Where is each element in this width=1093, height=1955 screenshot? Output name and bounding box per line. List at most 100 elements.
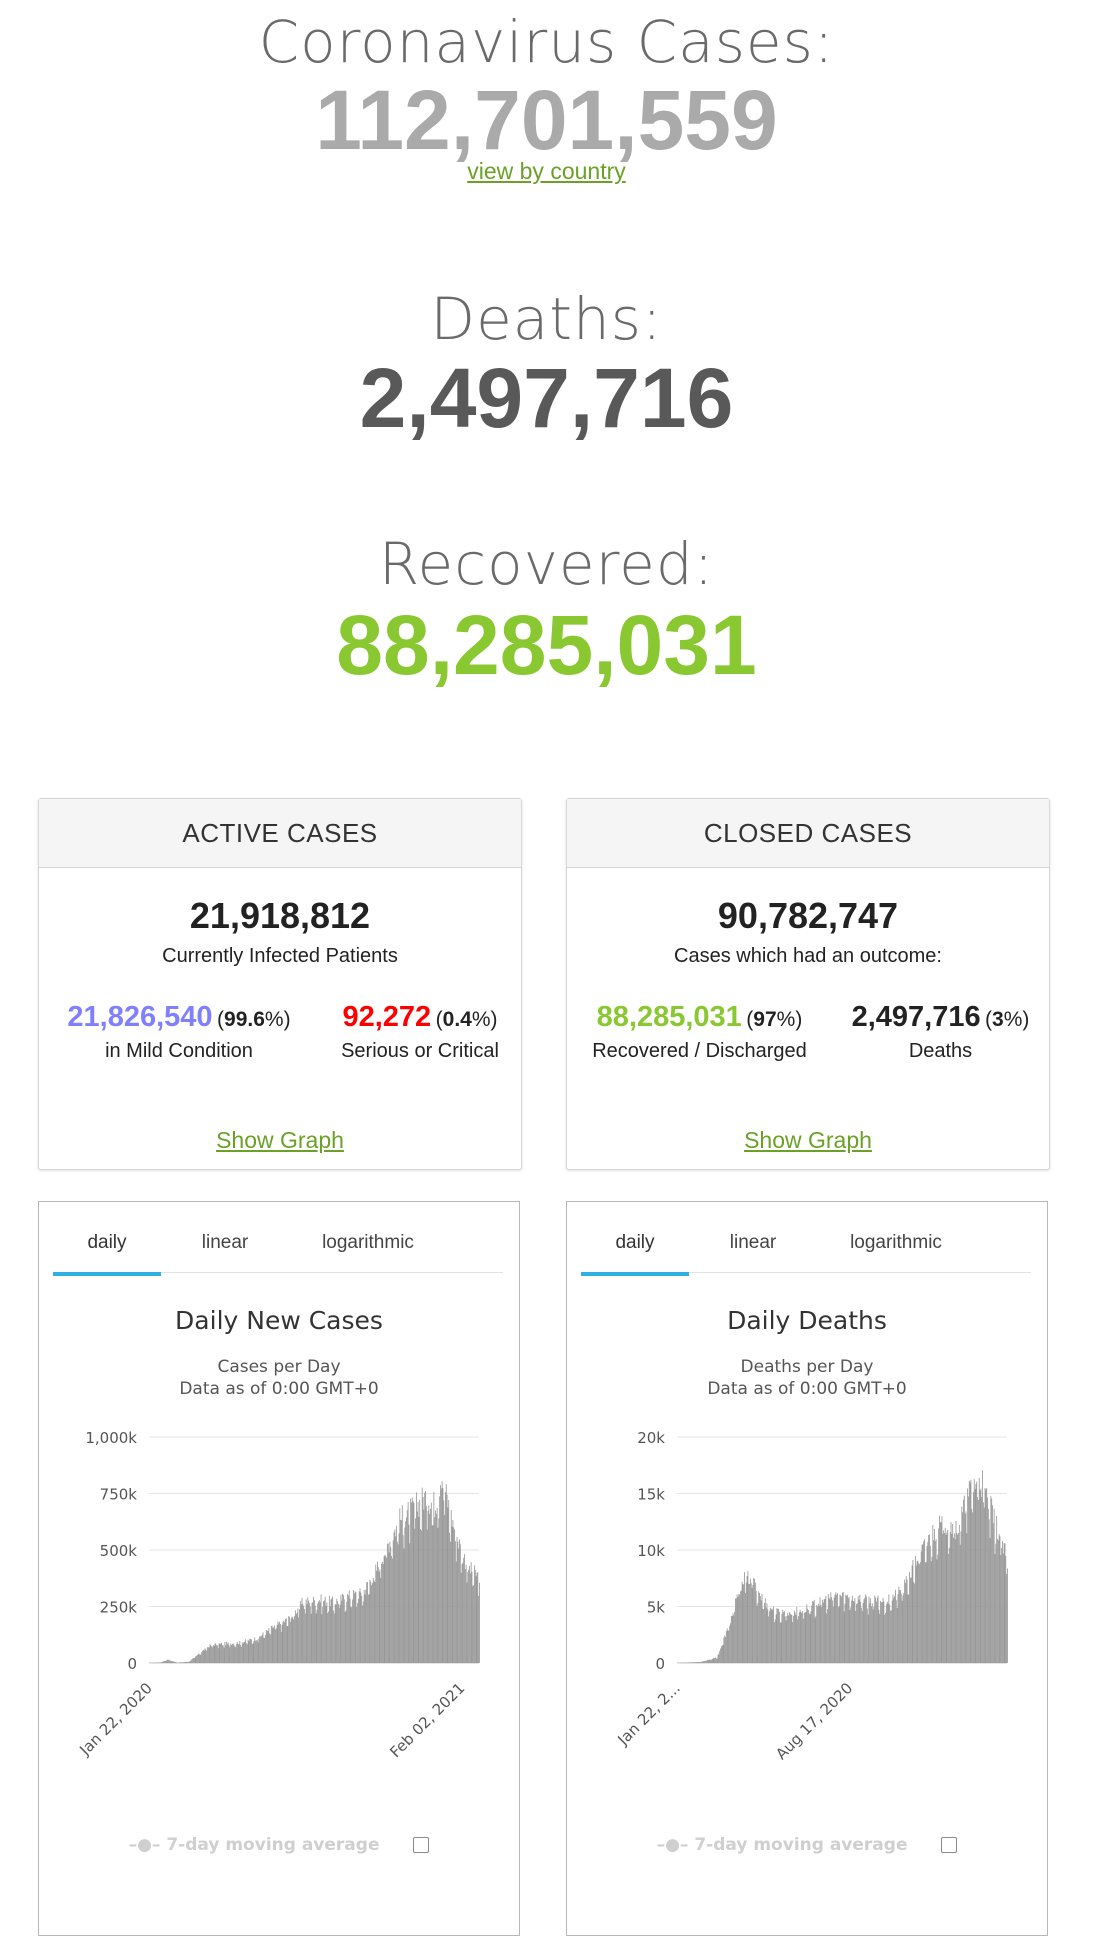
bar xyxy=(411,1502,412,1663)
bar xyxy=(715,1657,716,1663)
bar xyxy=(910,1577,912,1663)
bar xyxy=(943,1532,945,1663)
bar xyxy=(736,1594,738,1663)
bar xyxy=(458,1548,460,1663)
legend-label[interactable]: 7-day moving average xyxy=(694,1835,908,1855)
deaths-count: 2,497,716 xyxy=(359,351,734,445)
bar xyxy=(212,1647,213,1663)
bar xyxy=(976,1481,978,1663)
tab-logarithmic[interactable]: logarithmic xyxy=(850,1232,942,1253)
bar xyxy=(172,1661,174,1663)
bar xyxy=(867,1614,869,1663)
bar xyxy=(449,1541,451,1663)
bar xyxy=(290,1618,292,1663)
bar xyxy=(352,1590,354,1663)
bar xyxy=(967,1488,969,1663)
bar xyxy=(879,1613,881,1663)
bar xyxy=(954,1539,956,1663)
tab-daily[interactable]: daily xyxy=(581,1232,689,1276)
bar xyxy=(696,1662,698,1663)
legend-label[interactable]: 7-day moving average xyxy=(166,1835,380,1855)
bar xyxy=(765,1607,767,1663)
bar xyxy=(691,1662,692,1663)
view-by-country-link[interactable]: view by country xyxy=(467,158,626,184)
bar xyxy=(755,1591,757,1663)
bar xyxy=(477,1572,479,1663)
bar xyxy=(200,1654,202,1663)
bar xyxy=(978,1477,980,1663)
bar xyxy=(725,1631,727,1663)
bar xyxy=(360,1592,362,1663)
bar xyxy=(338,1603,339,1663)
bar xyxy=(732,1613,734,1663)
bar xyxy=(430,1508,431,1663)
bar xyxy=(474,1565,475,1663)
bar xyxy=(158,1662,160,1663)
bar xyxy=(956,1532,958,1663)
bar xyxy=(325,1605,327,1663)
bar xyxy=(372,1578,374,1663)
bar xyxy=(265,1634,266,1663)
bar xyxy=(760,1600,762,1663)
bar xyxy=(251,1643,253,1663)
bar xyxy=(245,1639,247,1663)
bar xyxy=(994,1553,996,1663)
bar xyxy=(374,1581,376,1663)
bar xyxy=(349,1598,351,1663)
bar xyxy=(207,1647,209,1663)
moving-average-checkbox[interactable] xyxy=(941,1837,958,1853)
bar xyxy=(192,1658,193,1663)
bar xyxy=(819,1597,821,1663)
bar xyxy=(418,1517,420,1663)
daily-deaths-chart-panel: daily linear logarithmic Daily Deaths De… xyxy=(566,1201,1048,1936)
bar xyxy=(885,1604,887,1663)
bar xyxy=(232,1643,234,1663)
bar xyxy=(763,1609,765,1663)
bar xyxy=(342,1593,344,1663)
bar xyxy=(393,1532,395,1663)
legend: –●– 7-day moving average xyxy=(39,1835,519,1855)
bar xyxy=(858,1599,860,1663)
bar xyxy=(425,1491,426,1663)
tab-daily[interactable]: daily xyxy=(53,1232,161,1276)
tab-linear[interactable]: linear xyxy=(729,1232,777,1253)
bar xyxy=(973,1479,975,1663)
tab-logarithmic[interactable]: logarithmic xyxy=(322,1232,414,1253)
bar xyxy=(212,1644,214,1663)
bar xyxy=(270,1625,272,1663)
y-tick-label: 20k xyxy=(637,1429,665,1447)
x-tick-label: Jan 22, 2020 xyxy=(75,1679,155,1759)
bar xyxy=(274,1625,276,1663)
bar xyxy=(379,1569,381,1663)
active-cases-title: ACTIVE CASES xyxy=(39,799,521,868)
bar xyxy=(310,1613,312,1663)
closed-cases-panel: CLOSED CASES 90,782,747 Cases which had … xyxy=(566,798,1050,1170)
moving-average-checkbox[interactable] xyxy=(413,1837,430,1853)
bar xyxy=(970,1479,972,1663)
closed-show-graph-link[interactable]: Show Graph xyxy=(744,1127,872,1153)
bar xyxy=(907,1594,909,1663)
bar xyxy=(837,1607,839,1663)
bar xyxy=(408,1524,410,1663)
bar xyxy=(428,1505,430,1663)
bar xyxy=(291,1616,293,1663)
bar xyxy=(371,1585,373,1663)
bar xyxy=(747,1571,749,1663)
bar xyxy=(905,1576,907,1663)
bar xyxy=(792,1622,794,1663)
bar xyxy=(764,1598,766,1663)
bar xyxy=(900,1590,901,1663)
bar xyxy=(740,1591,741,1663)
active-show-graph-link[interactable]: Show Graph xyxy=(216,1127,344,1153)
bar xyxy=(873,1606,875,1663)
bar xyxy=(979,1490,981,1663)
bar xyxy=(343,1595,344,1663)
bar xyxy=(754,1578,755,1663)
bar xyxy=(953,1533,955,1663)
tab-linear[interactable]: linear xyxy=(201,1232,249,1253)
y-tick-label: 500k xyxy=(100,1542,138,1560)
bar xyxy=(231,1644,233,1663)
bar xyxy=(455,1561,457,1663)
bar xyxy=(434,1517,436,1663)
bar xyxy=(421,1487,423,1663)
